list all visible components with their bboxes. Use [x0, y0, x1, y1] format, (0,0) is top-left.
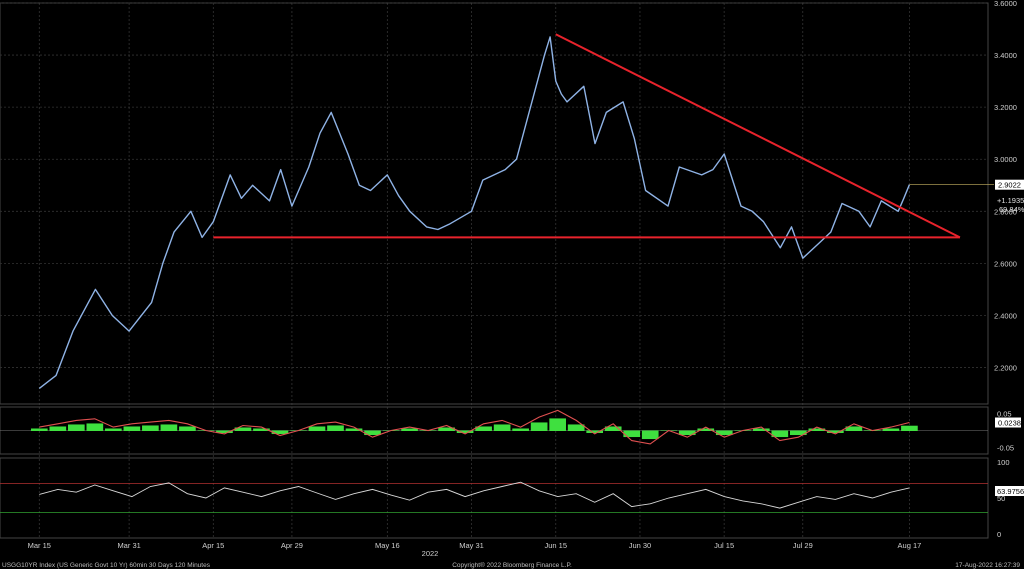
price-series-line [38, 36, 911, 389]
macd-histogram-bar [697, 428, 715, 431]
macd-histogram-bar [123, 426, 141, 431]
macd-histogram-bar [86, 423, 104, 431]
timestamp: 17-Aug-2022 16:27:39 [955, 562, 1020, 569]
x-tick-label: Jul 29 [793, 541, 813, 550]
macd-histogram-bar [567, 424, 585, 431]
macd-histogram-bar [493, 424, 511, 431]
macd-histogram-bar [901, 425, 918, 431]
x-tick-label: Apr 29 [281, 541, 303, 550]
y-tick-label: 3.4000 [994, 51, 1017, 60]
rsi-y-axis: 100 50 0 [997, 458, 1010, 539]
macd-histogram-bar [216, 430, 233, 434]
macd-histogram-bar [160, 424, 178, 431]
macd-histogram-bar [715, 430, 733, 436]
copyright-notice: Copyright® 2022 Bloomberg Finance L.P. [452, 562, 572, 569]
y-tick-label: 3.0000 [994, 155, 1017, 164]
macd-histogram-bar [771, 430, 789, 438]
vertical-gridlines [38, 3, 910, 538]
macd-histogram-bar [604, 426, 622, 431]
rsi-y-tick-label: 100 [997, 458, 1010, 467]
macd-y-tick-label: 0.05 [997, 410, 1012, 419]
pct-change-label: 69.84% [999, 205, 1024, 214]
last-price-badge: 2.9022 [995, 179, 1024, 190]
macd-histogram-bar [475, 426, 492, 431]
macd-histogram-bar [253, 428, 270, 431]
rsi-last-badge: 63.9756 [995, 486, 1024, 496]
macd-histogram-bar [641, 430, 659, 440]
rsi-series-line [39, 481, 910, 509]
macd-histogram-bar [882, 428, 900, 431]
rsi-panel: 100 50 0 63.9756 [0, 457, 1024, 539]
macd-histogram-bar [586, 430, 604, 434]
macd-histogram-bar [401, 428, 418, 431]
macd-histogram-bar [49, 426, 67, 431]
y-tick-label: 3.6000 [994, 0, 1017, 8]
macd-histogram-bar [808, 428, 826, 431]
y-tick-label: 2.6000 [994, 259, 1017, 268]
macd-y-tick-label: -0.05 [997, 443, 1014, 452]
macd-histogram-bar [30, 428, 48, 431]
x-tick-label: Jun 15 [544, 541, 567, 550]
macd-histogram-bar [327, 425, 344, 431]
macd-y-axis: 0.05 -0.05 [997, 410, 1014, 453]
x-tick-label: Mar 15 [28, 541, 51, 550]
price-horizontal-gridlines [0, 2, 988, 368]
macd-last-badge: 0.0238 [995, 417, 1021, 428]
x-tick-label: Jul 15 [714, 541, 734, 550]
macd-panel: 0.05 -0.05 0.0238 [0, 406, 1021, 455]
y-tick-label: 2.8000 [994, 207, 1017, 216]
rsi-y-tick-label: 50 [997, 494, 1005, 503]
y-tick-label: 2.2000 [994, 364, 1017, 373]
y-tick-label: 2.4000 [994, 311, 1017, 320]
x-tick-label: Aug 17 [898, 541, 922, 550]
resistance-trendline [555, 33, 961, 239]
x-axis-year-label: 2022 [422, 549, 439, 558]
macd-histogram-bar [845, 426, 863, 431]
price-y-axis: 2.2000 2.4000 2.6000 2.8000 3.0000 3.2000 3.40… [994, 0, 1017, 373]
x-tick-label: Apr 15 [202, 541, 224, 550]
macd-histogram-bar [67, 424, 85, 431]
macd-histogram-bar [345, 428, 363, 431]
macd-histogram-bar [438, 427, 455, 431]
macd-histogram-bar [623, 430, 641, 438]
rsi-last-value-label: 63.9756 [997, 487, 1024, 496]
macd-histogram-bar [271, 430, 289, 435]
price-panel: 2.2000 2.4000 2.6000 2.8000 3.0000 3.2000 3.40… [0, 0, 1024, 405]
macd-histogram-bar [827, 430, 844, 434]
x-tick-label: May 16 [375, 541, 400, 550]
macd-histogram-bar [752, 428, 770, 431]
macd-histogram-bar [234, 427, 252, 431]
macd-histogram-bar [678, 430, 696, 436]
macd-histogram-bar [179, 426, 196, 431]
x-tick-label: May 31 [459, 541, 484, 550]
macd-histogram-bar [142, 425, 159, 431]
macd-last-value-label: 0.0238 [998, 419, 1021, 428]
macd-series-line [39, 409, 910, 445]
macd-histogram [30, 418, 918, 440]
rsi-panel-frame [0, 457, 989, 539]
macd-histogram-bar [456, 430, 474, 434]
macd-histogram-bar [789, 430, 807, 436]
macd-histogram-bar [364, 430, 381, 436]
x-tick-label: Mar 31 [117, 541, 140, 550]
rsi-y-tick-label: 0 [997, 530, 1001, 539]
macd-histogram-bar [512, 428, 529, 431]
x-tick-label: Jun 30 [629, 541, 652, 550]
x-axis: Mar 15 Mar 31 Apr 15 Apr 29 May 16 May 31 Jun … [28, 541, 922, 550]
macd-histogram-bar [308, 426, 326, 431]
y-tick-label: 3.2000 [994, 103, 1017, 112]
security-description: USGG10YR Index (US Generic Govt 10 Yr) 6… [2, 562, 210, 569]
macd-histogram-bar [530, 422, 548, 431]
macd-histogram-bar [105, 428, 122, 431]
macd-histogram-bar [549, 418, 566, 431]
last-value-label: 2.9022 [998, 181, 1021, 190]
net-change-label: +1.1935 [997, 196, 1024, 205]
